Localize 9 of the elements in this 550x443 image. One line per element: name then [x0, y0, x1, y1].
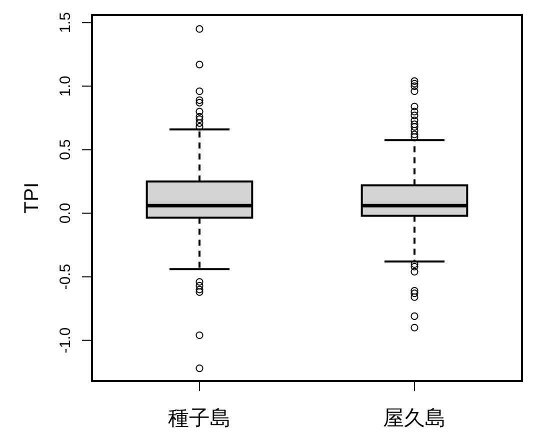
x-tick-label: 種子島: [168, 407, 231, 430]
y-tick-label: 0.0: [57, 202, 74, 224]
y-tick-label: 1.0: [57, 76, 74, 97]
y-tick-label: 0.5: [57, 139, 74, 160]
y-tick-label: 1.5: [57, 12, 74, 34]
x-tick-label: 屋久島: [383, 407, 446, 430]
y-axis-title: TPI: [21, 182, 43, 214]
y-tick-label: -1.0: [57, 327, 74, 354]
y-tick-label: -0.5: [57, 264, 74, 290]
